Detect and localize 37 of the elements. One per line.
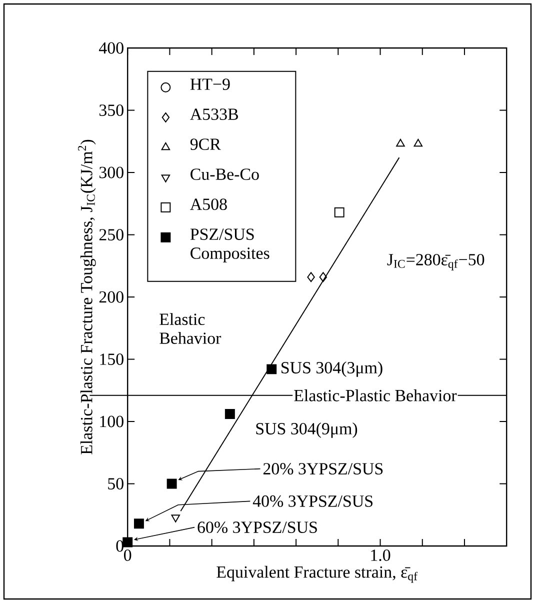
point — [334, 207, 344, 218]
annotation: SUS 304(3μm) — [282, 362, 382, 377]
y-axis-title: Elastic-Plastic Fracture Toughness, J$_{IC}$(KJ/m$^{2}$) — [78, 140, 96, 454]
legend-label: 9CR — [190, 138, 221, 150]
y-tick-label: 100 — [100, 416, 124, 428]
annotation: Elastic Behavior — [160, 313, 222, 344]
legend-label: A533B — [190, 108, 238, 120]
annotation: SUS 304(9μm) — [256, 422, 358, 438]
y-tick-label: 0 — [116, 540, 124, 552]
point — [414, 138, 423, 147]
legend-label: Cu-Be-Co — [190, 168, 259, 180]
y-tick-label: 150 — [100, 354, 124, 365]
y-tick-label: 300 — [99, 166, 124, 178]
ref-line-label: Elastic-Plastic Behavior — [294, 389, 457, 402]
point — [134, 518, 144, 529]
x-tick-label: 1.0 — [371, 550, 390, 562]
y-tick-label: 350 — [99, 104, 124, 116]
point — [396, 138, 405, 147]
point — [122, 537, 133, 548]
point — [266, 364, 277, 374]
annotation: 40% 3YPSZ/SUS — [252, 495, 372, 507]
annotation: 60% 3YPSZ/SUS — [198, 522, 317, 534]
point — [307, 272, 315, 282]
legend-label: A508 — [190, 198, 227, 210]
point — [224, 409, 235, 420]
x-axis-title: Equivalent Fracture strain, ε̄$_{qf}$ — [216, 566, 418, 583]
point — [319, 272, 328, 282]
legend-label: PSZ/SUS Composites — [190, 228, 270, 262]
y-tick-label: 50 — [108, 478, 124, 490]
annotation: 20% 3YPSZ/SUS — [263, 463, 383, 475]
point — [166, 478, 177, 489]
y-tick-label: 200 — [99, 291, 124, 303]
legend-label: HT−9 — [190, 78, 230, 90]
annotation: J$_{IC}$=280ε̄$_{qf}$−50 — [387, 254, 484, 270]
y-tick-label: 400 — [99, 42, 124, 54]
y-tick-label: 250 — [99, 229, 124, 240]
point — [171, 514, 180, 522]
